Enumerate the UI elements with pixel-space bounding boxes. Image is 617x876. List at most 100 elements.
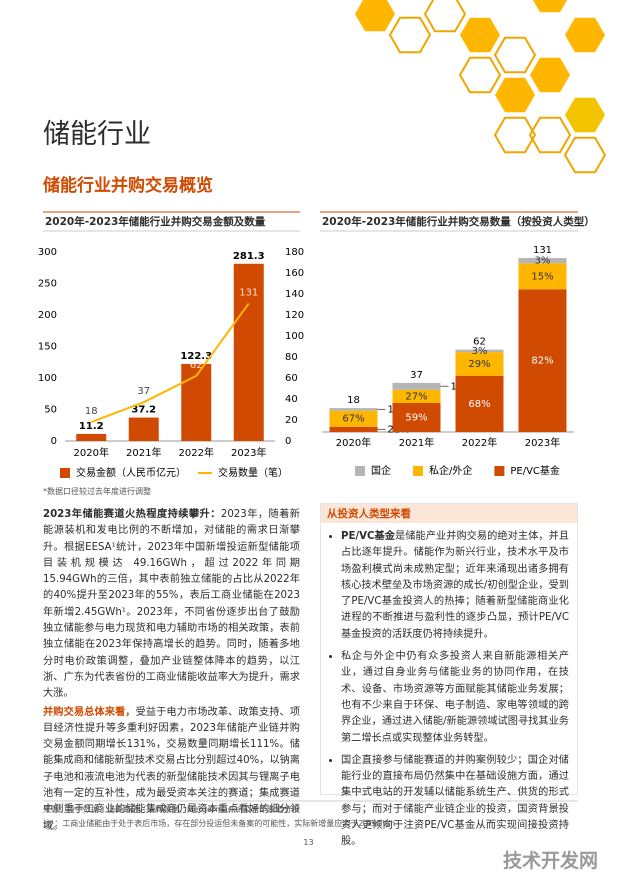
y-tick-label: 200 [38,310,57,321]
x-tick-label: 2022年 [462,436,497,449]
y2-tick-label: 120 [285,310,304,321]
x-tick-label: 2020年 [74,446,109,459]
chart-title: 2020年-2023年储能行业并购交易金额及数量 [45,216,266,228]
text: 私企与外企中仍有众多投资人来自新能源相关产业，通过自身业务与储能业务的协同作用，… [341,651,569,744]
bullet: PE/VC基金是储能产业并购交易的绝对主体，并且占比逐年提升。储能作为新兴行业，… [341,529,569,643]
page-title: 储能行业 [43,119,151,150]
chart-note: *数据口径较过去年度进行调整 [43,487,151,496]
x-tick-label: 2021年 [399,436,434,449]
y2-tick-label: 80 [285,352,298,363]
legend-label: 私企/外企 [429,464,472,477]
bar-segment [392,389,441,404]
bar-segment [518,289,567,432]
x-tick-label: 2023年 [231,446,266,459]
y-tick-label: 250 [38,279,57,290]
text: 2023年，随着新能源装机和发电比例的不断增加，对储能的需求日渐攀升。根据EES… [43,509,300,700]
bar [76,433,107,441]
legend-label: PE/VC基金 [510,464,560,477]
bar-segment [329,410,378,427]
text: 是储能产业并购交易的绝对主体，并且占比逐年提升。储能作为新兴行业，技术水平及市场… [341,531,569,640]
body-text: 2023年储能赛道火热程度持续攀升：2023年，随着新能源装机和发电比例的不断增… [43,507,300,837]
bar-segment [455,349,504,353]
line-value-label: 62 [190,360,203,371]
bar-segment [329,426,378,432]
bar-segment [392,403,441,432]
x-tick-label: 2023年 [525,436,560,449]
paragraph: 并购交易总体来看，受益于电力市场改革、政策支持、项目经济性提升等多重利好因素，2… [43,705,300,835]
page-number: 13 [303,838,314,847]
y-tick-label: 0 [51,436,57,447]
segment-label: 15% [531,271,553,282]
y-tick-label: 50 [44,405,57,416]
hexagon [423,0,467,33]
legend-label: 国企 [371,464,391,477]
y-tick-label: 100 [38,373,57,384]
bullet-list: PE/VC基金是储能产业并购交易的绝对主体，并且占比逐年提升。储能作为新兴行业，… [321,523,577,851]
hexagon [565,97,605,133]
lead: PE/VC基金 [341,531,396,542]
y2-tick-label: 180 [285,247,304,258]
line [90,302,250,424]
line-value-label: 131 [239,287,258,298]
hexagon [493,36,537,74]
bar-value-label: 37.2 [131,405,156,416]
y2-tick-label: 140 [285,289,304,300]
segment-label: 29% [468,359,490,370]
x-tick-label: 2021年 [126,446,161,459]
segment-label: 82% [531,356,553,367]
chart-title: 2020年-2023年储能行业并购交易数量（按投资人类型） [322,216,595,228]
x-tick-label: 2022年 [179,446,214,459]
hexagon [563,136,607,174]
hexagon [460,17,500,53]
chart: 22%67%11%182020年59%27%14%372021年68%29%3%… [322,245,574,477]
hexagon [458,56,502,94]
bar-value-label: 122.3 [180,351,212,362]
text: 受益于电力市场改革、政策支持、项目经济性提升等多重利好因素，2023年储能产业链… [43,706,301,832]
hexagon [532,0,568,13]
footnote: 注¹：工商业储能由于处于表后市场，存在部分投运但未备案的可能性，实际新增量应大于… [43,819,396,828]
hexagon [495,77,535,113]
bar-segment [455,352,504,377]
bullet: 私企与外企中仍有众多投资人来自新能源相关产业，通过自身业务与储能业务的协同作用，… [341,649,569,747]
segment-label: 68% [468,399,490,410]
y-tick-label: 300 [38,247,57,258]
total-label: 18 [347,395,360,406]
bar-segment [392,382,441,390]
text: 国企直接参与储能赛道的并购案例较少；国企对储能行业的直接布局仍然集中在基础设施方… [341,754,569,848]
x-tick-label: 2020年 [336,436,371,449]
bar-segment [455,376,504,432]
hexagon [388,16,432,54]
bullet: 国企直接参与储能赛道的并购案例较少；国企对储能行业的直接布局仍然集中在基础设施方… [341,753,569,851]
subtitle: 储能行业并购交易概览 [43,176,213,196]
bar-value-label: 11.2 [79,421,104,432]
total-label: 37 [410,370,423,381]
legend-swatch [355,466,365,476]
bar-segment [329,408,378,411]
hexagon [528,116,572,154]
y2-tick-label: 160 [285,268,304,279]
bar [233,263,264,441]
legend-swatch [60,468,70,478]
legend-swatch [413,466,423,476]
y2-tick-label: 20 [285,415,298,426]
segment-label: 3% [472,346,488,357]
segment-label: 3% [535,256,551,267]
total-label: 131 [533,245,552,256]
y2-tick-label: 100 [285,331,304,342]
bar-value-label: 281.3 [233,251,265,262]
segment-label: 59% [405,413,427,424]
bar-segment [518,263,567,290]
bar [128,417,159,441]
segment-label: 27% [405,391,427,402]
y2-tick-label: 60 [285,373,298,384]
y2-tick-label: 40 [285,394,298,405]
sidebar: 从投资人类型来看 PE/VC基金是储能产业并购交易的绝对主体，并且占比逐年提升。… [320,503,578,847]
legend-label: 交易数量（笔） [218,466,288,479]
watermark: 技术开发网 [503,850,599,872]
total-label: 62 [473,337,486,348]
hexagon [530,57,570,93]
bar-segment [518,258,567,264]
sidebar-heading: 从投资人类型来看 [321,504,577,523]
